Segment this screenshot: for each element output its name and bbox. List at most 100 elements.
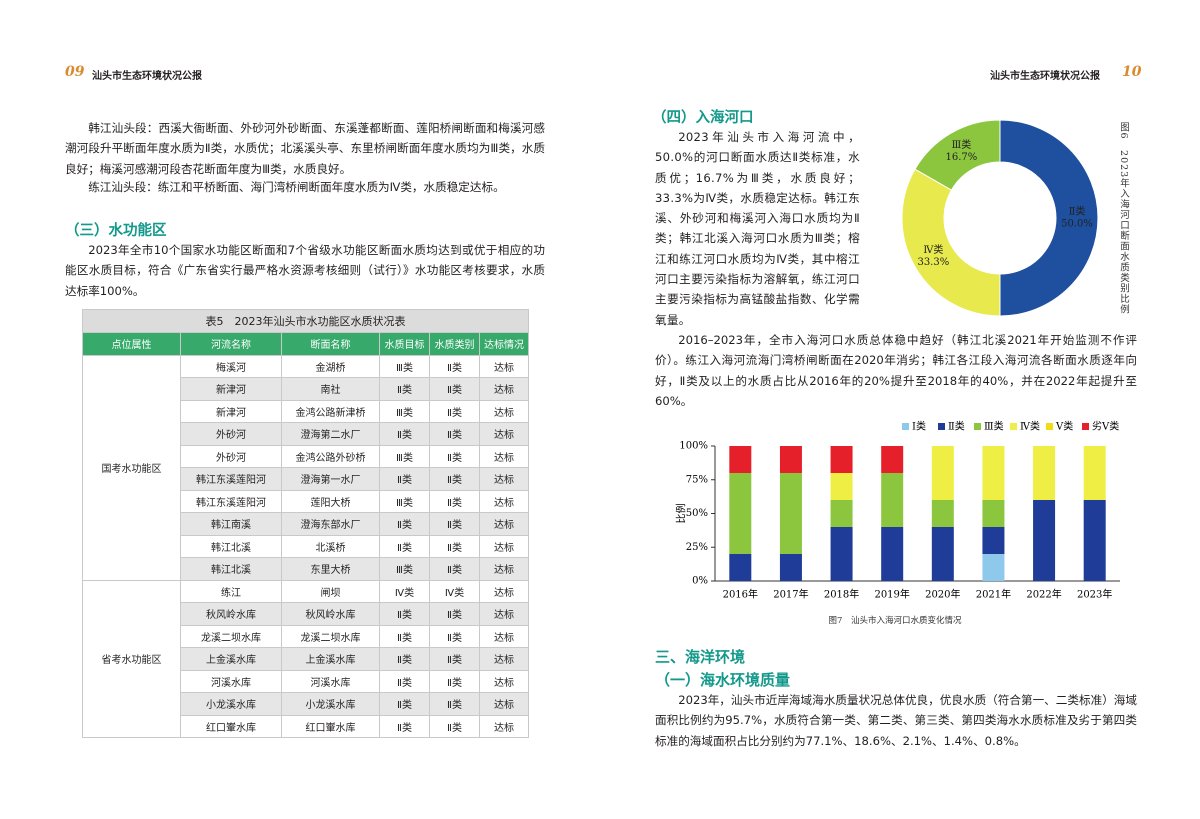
table-cell: Ⅱ类 bbox=[429, 489, 480, 513]
column-header: 断面名称 bbox=[281, 332, 380, 356]
bar-segment bbox=[982, 500, 1005, 527]
table-cell: Ⅱ类 bbox=[379, 669, 430, 693]
table-cell: 秋风岭水库 bbox=[180, 602, 282, 626]
table-cell: Ⅱ类 bbox=[379, 602, 430, 626]
donut-slice bbox=[901, 168, 1001, 317]
legend-label: Ⅴ类 bbox=[1055, 420, 1073, 433]
table-cell: Ⅱ类 bbox=[429, 714, 480, 738]
figure-caption: 图6 2023年入海河口断面水质类别比例 bbox=[1118, 122, 1129, 315]
bar-segment bbox=[1083, 446, 1106, 500]
legend-swatch bbox=[1010, 423, 1017, 430]
paragraph: 韩江汕头段：西溪大衙断面、外砂河外砂断面、东溪蓬都断面、莲阳桥闸断面和梅溪河感潮… bbox=[65, 121, 545, 176]
paragraph: 2016–2023年，全市入海河口水质总体稳中趋好（韩江北溪2021年开始监测不… bbox=[655, 333, 1137, 408]
table-cell: 上金溪水库 bbox=[180, 647, 282, 671]
table-cell: Ⅱ类 bbox=[379, 467, 430, 491]
table-row: 龙溪二坝水库 龙溪二坝水库 Ⅱ类 Ⅱ类 达标 bbox=[83, 624, 529, 648]
table-title: 表5 2023年汕头市水功能区水质状况表 bbox=[82, 309, 529, 333]
paragraph: 2023年汕头市入海河流中，50.0%的河口断面水质达Ⅱ类标准，水质优；16.7… bbox=[655, 130, 860, 327]
header-title: 汕头市生态环境状况公报 bbox=[92, 71, 202, 82]
paragraph: 2023年全市10个国家水功能区断面和7个省级水功能区断面水质均达到或优于相应的… bbox=[65, 243, 545, 298]
section-heading: （一）海水环境质量 bbox=[655, 671, 791, 689]
slice-value-label: 50.0% bbox=[1061, 219, 1093, 230]
slice-label: Ⅲ类 bbox=[952, 138, 972, 151]
table-cell: Ⅱ类 bbox=[429, 624, 480, 648]
bar-segment bbox=[881, 527, 904, 581]
table-cell: Ⅱ类 bbox=[429, 602, 480, 626]
table-cell: 外砂河 bbox=[180, 422, 282, 446]
table-cell: Ⅱ类 bbox=[379, 647, 430, 671]
x-tick-label: 2022年 bbox=[1026, 588, 1061, 601]
table-cell: Ⅱ类 bbox=[379, 534, 430, 558]
x-tick-label: 2020年 bbox=[925, 588, 960, 601]
figure-caption: 图7 汕头市入海河口水质变化情况 bbox=[828, 616, 962, 626]
table-row: 新津河 南社 Ⅱ类 Ⅱ类 达标 bbox=[83, 377, 529, 401]
bar-segment bbox=[1083, 500, 1106, 581]
paragraph: 2023年，汕头市近岸海域海水质量状况总体优良，优良水质（符合第一、二类标准）海… bbox=[655, 693, 1137, 748]
table-cell: 金鸿公路新津桥 bbox=[281, 399, 380, 423]
bar-segment bbox=[982, 554, 1005, 581]
table-row: 韩江北溪 北溪桥 Ⅱ类 Ⅱ类 达标 bbox=[83, 534, 529, 558]
bar-segment bbox=[830, 446, 853, 473]
table-cell: Ⅱ类 bbox=[379, 624, 430, 648]
y-axis-label: 比例 bbox=[675, 504, 688, 524]
table-row: 韩江东溪莲阳河 莲阳大桥 Ⅲ类 Ⅱ类 达标 bbox=[83, 489, 529, 513]
x-tick-label: 2021年 bbox=[976, 588, 1011, 601]
table-row: 小龙溪水库 小龙溪水库 Ⅱ类 Ⅱ类 达标 bbox=[83, 692, 529, 716]
table-cell: 韩江北溪 bbox=[180, 557, 282, 581]
legend-label: Ⅳ类 bbox=[1020, 420, 1040, 433]
table-cell: 新津河 bbox=[180, 377, 282, 401]
section-heading: （四）入海河口 bbox=[652, 110, 754, 126]
slice-label: Ⅳ类 bbox=[923, 243, 943, 256]
table-title-row: 表5 2023年汕头市水功能区水质状况表 bbox=[82, 309, 529, 333]
page-number: 09 bbox=[65, 64, 85, 80]
y-tick-label: 75% bbox=[686, 474, 708, 485]
table-cell: Ⅱ类 bbox=[429, 647, 480, 671]
bar-segment bbox=[982, 527, 1005, 554]
y-tick-label: 0% bbox=[692, 576, 708, 587]
table-cell: Ⅲ类 bbox=[379, 354, 430, 378]
column-header: 水质类别 bbox=[429, 332, 480, 356]
table-cell: 红口輋水库 bbox=[180, 714, 282, 738]
bar-segment bbox=[931, 527, 954, 581]
bar-segment bbox=[1033, 446, 1056, 500]
bar-segment bbox=[779, 446, 802, 473]
table-cell: 达标 bbox=[479, 467, 529, 491]
legend-label: 劣Ⅴ类 bbox=[1092, 420, 1119, 433]
column-header: 达标情况 bbox=[479, 332, 529, 356]
table-cell: 龙溪二坝水库 bbox=[180, 624, 282, 648]
legend-label: Ⅲ类 bbox=[984, 420, 1004, 433]
table-row: 省考水功能区 练江 闸坝 Ⅳ类 Ⅳ类 达标 bbox=[82, 579, 529, 738]
table-row: 红口輋水库 红口輋水库 Ⅱ类 Ⅱ类 达标 bbox=[83, 714, 529, 738]
table-cell: 闸坝 bbox=[281, 579, 380, 603]
table-cell: Ⅱ类 bbox=[429, 377, 480, 401]
bar-segment bbox=[729, 554, 752, 581]
table: 表5 2023年汕头市水功能区水质状况表 点位属性 河流名称 断面名称 水质目标 水质类别… bbox=[82, 309, 529, 738]
column-header: 河流名称 bbox=[180, 332, 282, 356]
bar-segment bbox=[729, 446, 752, 473]
table-cell: Ⅱ类 bbox=[429, 422, 480, 446]
column-header: 水质目标 bbox=[379, 332, 430, 356]
x-tick-label: 2023年 bbox=[1077, 588, 1112, 601]
table-cell: 龙溪二坝水库 bbox=[281, 624, 380, 648]
table-row: 外砂河 金鸿公路外砂桥 Ⅲ类 Ⅱ类 达标 bbox=[83, 444, 529, 468]
bar-segment bbox=[729, 473, 752, 554]
slice-value-label: 33.3% bbox=[917, 257, 949, 268]
table-cell: 达标 bbox=[479, 422, 529, 446]
table-cell: Ⅲ类 bbox=[379, 399, 430, 423]
table-cell: 达标 bbox=[479, 534, 529, 558]
table-cell: Ⅲ类 bbox=[379, 444, 430, 468]
y-tick-label: 50% bbox=[686, 508, 708, 519]
legend-swatch bbox=[1046, 423, 1053, 430]
table-cell: 达标 bbox=[479, 602, 529, 626]
header-title: 汕头市生态环境状况公报 bbox=[990, 71, 1100, 82]
table-cell: 新津河 bbox=[180, 399, 282, 423]
column-header: 点位属性 bbox=[82, 332, 181, 356]
table-cell: Ⅳ类 bbox=[379, 579, 430, 603]
legend-swatch bbox=[902, 423, 909, 430]
table-row: 新津河 金鸿公路新津桥 Ⅲ类 Ⅱ类 达标 bbox=[83, 399, 529, 423]
slice-label: Ⅱ类 bbox=[1069, 205, 1086, 218]
x-tick-label: 2016年 bbox=[723, 588, 758, 601]
table-row: 外砂河 澄海第二水厂 Ⅱ类 Ⅱ类 达标 bbox=[83, 422, 529, 446]
y-tick-label: 100% bbox=[679, 441, 708, 452]
bar-segment bbox=[931, 500, 954, 527]
